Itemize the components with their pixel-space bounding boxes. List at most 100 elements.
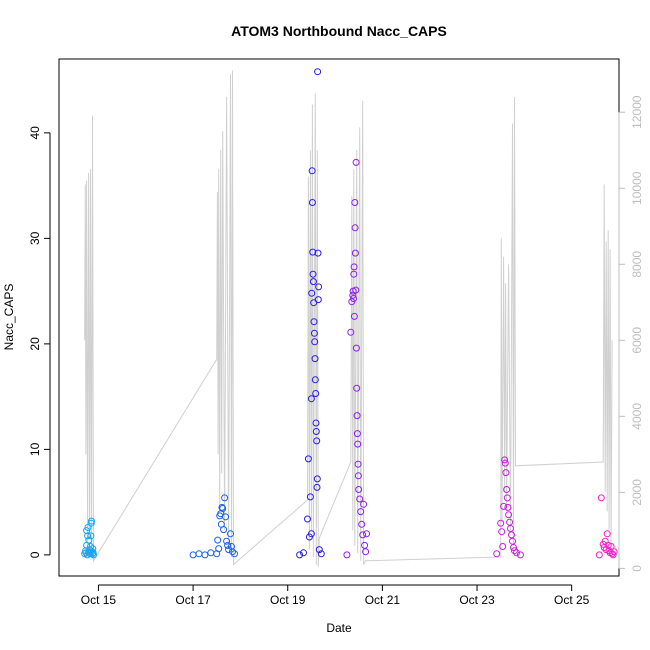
data-point [229, 548, 236, 556]
series-3 [296, 68, 325, 559]
data-point [309, 270, 317, 278]
y2-tick-label: 2000 [630, 479, 644, 506]
series-5 [493, 456, 524, 559]
data-point [315, 283, 323, 291]
y2-tick-label: 10000 [630, 171, 644, 205]
data-point [359, 531, 367, 539]
data-point [317, 550, 325, 558]
data-point [307, 395, 315, 403]
data-point [513, 549, 520, 557]
y-tick-label: 20 [28, 337, 42, 351]
y-axis-label: Nacc_CAPS [2, 284, 16, 351]
data-point [354, 472, 362, 480]
data-point [227, 530, 234, 538]
data-point [354, 460, 362, 468]
data-point [89, 550, 96, 558]
data-point [313, 483, 321, 491]
points-layer [81, 68, 618, 559]
data-point [228, 543, 235, 550]
data-point [498, 528, 506, 536]
y-tick-label: 10 [28, 442, 42, 456]
data-point [349, 291, 357, 299]
data-point [296, 551, 304, 559]
data-point [358, 520, 366, 528]
data-point [352, 158, 360, 166]
x-tick-label: Oct 17 [175, 593, 211, 607]
chart-title: ATOM3 Northbound Nacc_CAPS [231, 23, 447, 39]
data-point [361, 541, 369, 549]
data-point [503, 486, 511, 493]
y2-tick-label: 12000 [630, 95, 644, 129]
data-point [308, 199, 316, 206]
data-point [311, 355, 319, 363]
data-point [351, 199, 359, 206]
data-point [310, 318, 318, 326]
data-point [309, 278, 317, 286]
x-tick-label: Oct 25 [554, 593, 590, 607]
data-point [313, 475, 321, 483]
data-point [610, 548, 618, 556]
data-point [315, 546, 323, 554]
data-point [207, 549, 215, 557]
data-point [195, 550, 203, 558]
data-point [497, 519, 505, 527]
data-point [350, 263, 358, 271]
data-point [311, 338, 319, 346]
data-point [362, 548, 370, 556]
data-point [221, 494, 229, 502]
data-point [224, 541, 232, 549]
y2-tick-label: 4000 [630, 403, 644, 430]
data-point [313, 437, 321, 445]
data-point [501, 456, 509, 464]
data-point [87, 543, 94, 550]
data-point [353, 430, 361, 438]
data-point [83, 527, 91, 535]
y-axis: 0 10 20 30 40 [28, 126, 51, 558]
y2-tick-label: 8000 [630, 251, 644, 278]
series-6 [595, 494, 618, 559]
data-point [355, 486, 363, 493]
data-point [351, 249, 359, 257]
data-point [312, 390, 320, 397]
data-point [493, 550, 501, 558]
data-point [595, 551, 603, 559]
data-point [304, 455, 312, 463]
data-point [300, 549, 307, 557]
data-point [189, 551, 197, 559]
y2-tick-label: 0 [630, 565, 644, 572]
data-point [306, 493, 314, 501]
data-point [88, 517, 95, 525]
data-point [314, 249, 322, 257]
data-point [347, 328, 355, 336]
data-point [222, 513, 230, 521]
data-point [201, 551, 209, 559]
y2-tick-label: 6000 [630, 327, 644, 354]
y-tick-label: 0 [28, 551, 42, 558]
data-point [219, 505, 227, 512]
data-point [82, 549, 90, 557]
data-point [503, 494, 511, 502]
data-point [86, 548, 94, 556]
data-point [352, 344, 360, 352]
data-point [608, 550, 616, 558]
data-point [307, 530, 315, 538]
data-point [218, 503, 226, 511]
data-point [350, 312, 358, 320]
data-point [314, 296, 322, 304]
y2-axis-right: 0 2000 4000 6000 8000 10000 12000 [618, 95, 644, 572]
x-tick-label: Oct 15 [81, 593, 117, 607]
secondary-line-layer [84, 70, 613, 567]
data-point [343, 551, 351, 559]
y-tick-label: 30 [28, 231, 42, 245]
data-point [502, 469, 510, 477]
data-point [214, 536, 222, 544]
data-point [308, 167, 316, 175]
data-point [603, 530, 611, 538]
data-point [309, 248, 317, 256]
data-point [499, 543, 507, 550]
data-point [310, 329, 318, 337]
data-point [311, 376, 319, 384]
data-point [85, 536, 93, 544]
data-point [511, 547, 518, 555]
data-point [231, 550, 238, 558]
